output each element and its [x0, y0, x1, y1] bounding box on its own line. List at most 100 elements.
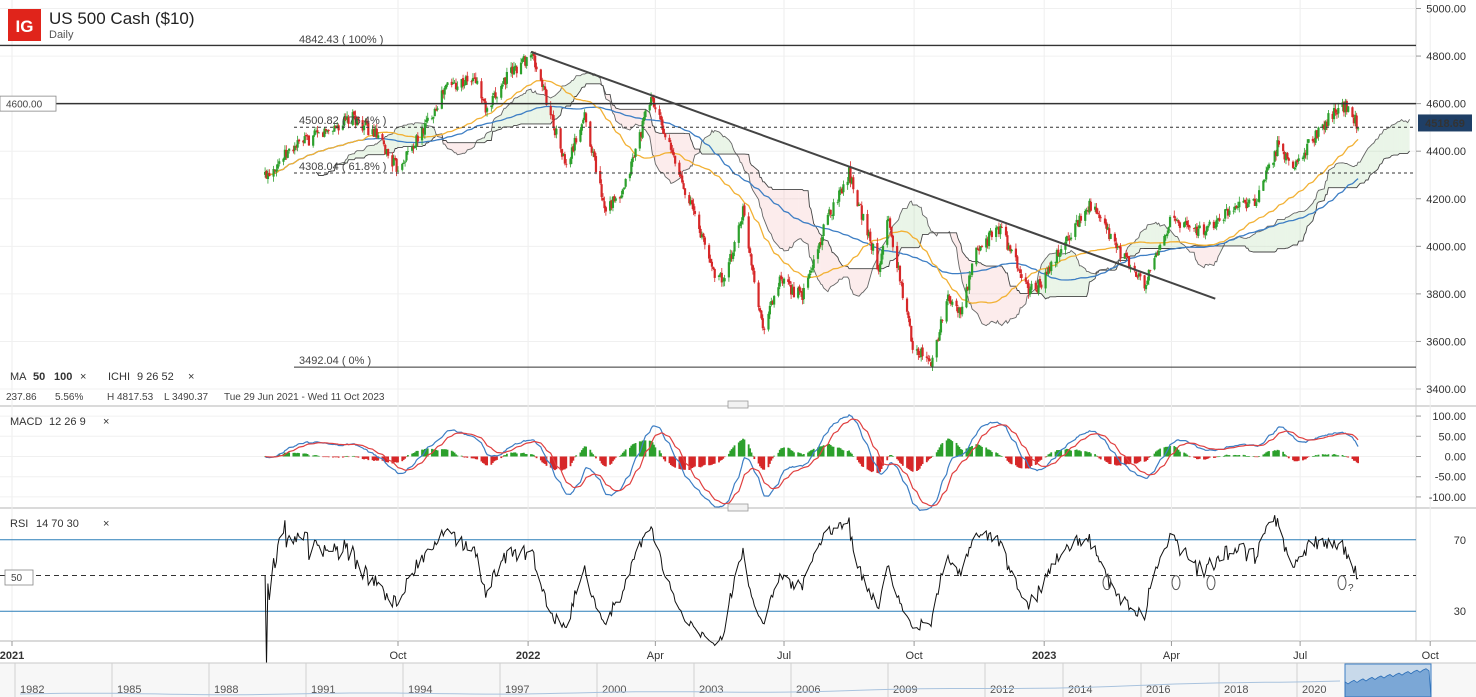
macd-histogram-bar [961, 449, 964, 457]
macd-histogram-bar [957, 445, 959, 457]
ichimoku-cloud-segment [1020, 293, 1022, 308]
macd-histogram-bar [662, 456, 665, 460]
candle-body [405, 151, 408, 161]
macd-histogram-bar [1054, 451, 1057, 457]
range-low: L 3490.37 [164, 392, 209, 403]
candle-body [471, 78, 475, 82]
macd-histogram-bar [783, 447, 785, 457]
candle-body [1287, 158, 1290, 161]
macd-histogram-bar [308, 455, 310, 457]
macd-histogram-bar [583, 446, 586, 457]
ichimoku-cloud-segment [1293, 212, 1295, 246]
macd-histogram-bar [959, 448, 962, 457]
ichimoku-cloud-segment [426, 125, 428, 143]
macd-tick-label: 100.00 [1432, 411, 1466, 423]
candle-body [999, 226, 1002, 235]
macd-histogram-bar [842, 450, 845, 457]
candle-body [583, 112, 586, 120]
macd-histogram-bar [490, 456, 493, 465]
ma-close-icon[interactable]: × [80, 371, 86, 383]
macd-close-icon[interactable]: × [103, 416, 109, 428]
trendline[interactable] [530, 50, 1216, 300]
header: IG US 500 Cash ($10) Daily [8, 9, 195, 41]
macd-histogram-bar [1077, 450, 1080, 457]
ichimoku-cloud-segment [1249, 234, 1254, 252]
macd-histogram-bar [1258, 456, 1261, 457]
ichimoku-cloud-segment [1205, 245, 1207, 265]
ichimoku-cloud-segment [1399, 119, 1402, 154]
macd-histogram-bar [692, 456, 695, 468]
ichimoku-close-icon[interactable]: × [188, 371, 194, 383]
macd-histogram-bar [1287, 456, 1290, 459]
candle-body [679, 174, 682, 177]
macd-histogram-bar [1087, 452, 1089, 457]
ichimoku-cloud-segment [511, 102, 513, 127]
ichimoku-cloud-segment [477, 138, 482, 143]
macd-signal-line [265, 418, 1359, 507]
candle-body [446, 82, 449, 86]
pane-resize-handle[interactable] [727, 503, 749, 512]
candle-body [1184, 221, 1187, 224]
candle-body [543, 86, 547, 90]
ichimoku-cloud-segment [762, 181, 765, 220]
candle-body [911, 340, 914, 350]
ichimoku-cloud-segment [562, 85, 564, 109]
rsi-close-icon[interactable]: × [103, 518, 109, 530]
candle-body [1055, 250, 1059, 263]
navigator[interactable]: 1982 1985 1988 1991 1994 1997 2000 2003 2006 2009… [0, 662, 1476, 697]
candle-body [1064, 241, 1067, 250]
macd-histogram-bar [531, 454, 534, 457]
horizontal-line-label-4600[interactable]: 4600.00 [0, 95, 57, 112]
ichimoku-cloud-segment [583, 73, 585, 88]
ichimoku-cloud-segment [1332, 167, 1335, 188]
candle-body [771, 301, 774, 304]
pane-resize-handle[interactable] [727, 400, 749, 409]
macd-histogram-bar [288, 452, 291, 457]
macd-histogram-bar [859, 456, 862, 464]
ichimoku-cloud-segment [591, 73, 594, 84]
ichimoku-cloud-segment [614, 105, 616, 121]
macd-tick-label: 50.00 [1438, 431, 1466, 443]
ichimoku-cloud-segment [495, 117, 497, 131]
candle-body [474, 77, 477, 83]
ichimoku-cloud-segment [444, 140, 447, 147]
macd-histogram-bar [880, 456, 883, 470]
macd-histogram-bar [402, 456, 405, 460]
macd-histogram-bar [910, 456, 913, 472]
candle-body [324, 129, 327, 131]
ichimoku-cloud-segment [693, 146, 695, 161]
macd-histogram-bar [654, 447, 657, 457]
macd-histogram-bar [1116, 456, 1119, 466]
nav-year-label: 1988 [214, 684, 238, 696]
ichimoku-cloud-segment [1355, 165, 1357, 188]
ichimoku-cloud-segment [1269, 225, 1274, 252]
ichimoku-cloud-segment [694, 149, 700, 156]
candle-body [1214, 226, 1217, 228]
macd-histogram-bar [1242, 454, 1245, 457]
macd-histogram-bar [1227, 455, 1229, 457]
ichimoku-cloud-segment [1017, 290, 1019, 315]
candle-body [504, 77, 507, 85]
macd-histogram-bar [1129, 456, 1132, 464]
candle-body [700, 234, 704, 238]
candle-body [797, 287, 800, 298]
candle-body [443, 87, 446, 95]
ichimoku-cloud-segment [1225, 242, 1227, 246]
macd-histogram-bar [1183, 452, 1186, 457]
ichimoku-cloud-segment [720, 133, 722, 155]
candle-body [1086, 210, 1090, 212]
candle-body [959, 307, 962, 315]
candle-body [1217, 218, 1220, 221]
macd-histogram-bar [1327, 454, 1330, 457]
candle-body [1215, 219, 1218, 227]
ichimoku-cloud-segment [457, 142, 462, 155]
macd-histogram-bar [555, 456, 558, 470]
candle-body [733, 242, 736, 252]
candle-body [777, 287, 780, 296]
candle-body [753, 270, 756, 283]
macd-histogram-bar [1154, 451, 1157, 457]
ichimoku-cloud-segment [683, 133, 686, 171]
ichimoku-cloud-segment [1195, 245, 1197, 262]
candle-body [621, 189, 624, 195]
candle-body [918, 355, 921, 358]
